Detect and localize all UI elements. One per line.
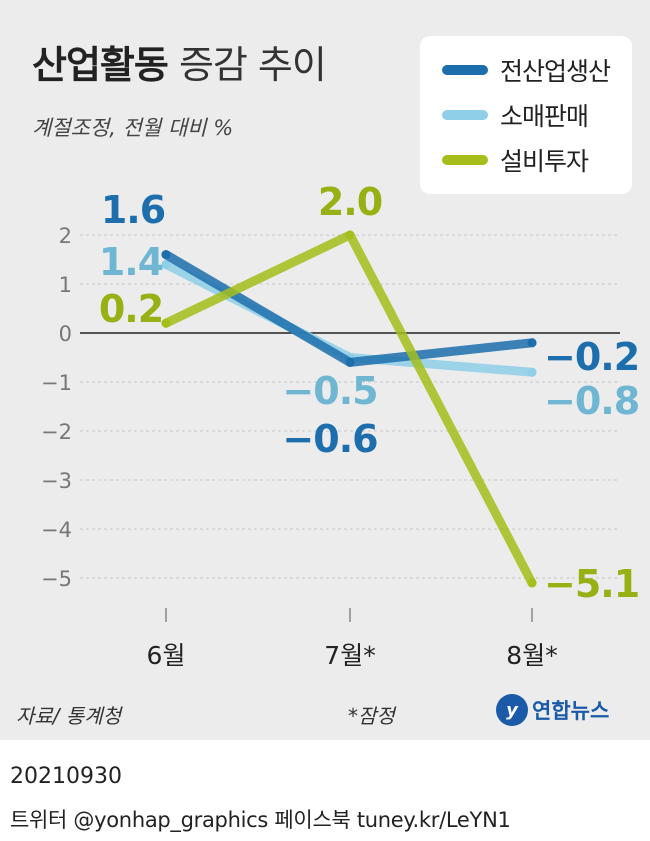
- legend-label-investment: 설비투자: [500, 147, 589, 176]
- y-tick-label: 2: [59, 224, 72, 248]
- data-point: [345, 230, 355, 240]
- yonhap-logo-text: 연합뉴스: [532, 699, 610, 723]
- data-label: 1.6: [101, 188, 165, 232]
- source-text: 자료/ 통계청: [16, 704, 122, 728]
- data-label: 0.2: [99, 287, 163, 331]
- chart-subtitle: 계절조정, 전월 대비 %: [32, 116, 234, 140]
- title-light: 증감 추이: [178, 43, 327, 87]
- legend-label-production: 전산업생산: [500, 57, 611, 86]
- social-credits: 트위터 @yonhap_graphics 페이스북 tuney.kr/LeYN1: [10, 808, 511, 832]
- x-tick-label: 6월: [147, 641, 186, 670]
- production-line: [161, 250, 537, 367]
- y-tick-label: 1: [59, 273, 72, 297]
- legend: 전산업생산 소매판매 설비투자: [420, 36, 632, 194]
- legend-item-production: 전산업생산: [442, 50, 611, 90]
- y-tick-label: −1: [41, 371, 72, 395]
- x-tick-label: 8월*: [506, 641, 557, 670]
- legend-swatch-investment: [442, 155, 488, 165]
- yonhap-logo-icon: y: [496, 694, 528, 726]
- title-bold: 산업활동: [32, 43, 169, 87]
- y-tick-label: −5: [41, 567, 72, 591]
- legend-item-retail: 소매판매: [442, 95, 589, 135]
- legend-item-investment: 설비투자: [442, 140, 589, 180]
- y-tick-label: −2: [41, 420, 72, 444]
- data-point: [161, 250, 171, 260]
- chart-title: 산업활동 증감 추이: [32, 34, 327, 89]
- data-label: −0.8: [544, 379, 639, 423]
- data-label: −0.6: [282, 417, 377, 461]
- data-point: [345, 357, 355, 367]
- data-label: −0.5: [282, 369, 377, 413]
- data-point: [161, 259, 171, 269]
- data-point: [527, 367, 537, 377]
- data-label: 1.4: [99, 240, 163, 284]
- legend-swatch-production: [442, 65, 488, 75]
- legend-label-retail: 소매판매: [500, 102, 589, 131]
- data-point: [527, 578, 537, 588]
- y-tick-label: −4: [41, 518, 72, 542]
- provisional-note: *잠정: [348, 704, 395, 728]
- x-tick-label: 7월*: [324, 641, 375, 670]
- y-tick-label: 0: [59, 322, 72, 346]
- data-label: −0.2: [544, 335, 639, 379]
- date-stamp: 20210930: [10, 764, 122, 789]
- legend-swatch-retail: [442, 110, 488, 120]
- line-chart: 2 1 0 −1 −2 −3 −4 −5 6월 7월* 8월* 1.6 −0.6 −0.2 1.4 −0.5 −…: [41, 180, 640, 670]
- yonhap-logo: y 연합뉴스: [496, 694, 609, 726]
- data-label: −5.1: [544, 562, 639, 606]
- data-point: [161, 318, 171, 328]
- y-tick-label: −3: [41, 469, 72, 493]
- data-label: 2.0: [318, 180, 382, 224]
- data-point: [527, 338, 537, 348]
